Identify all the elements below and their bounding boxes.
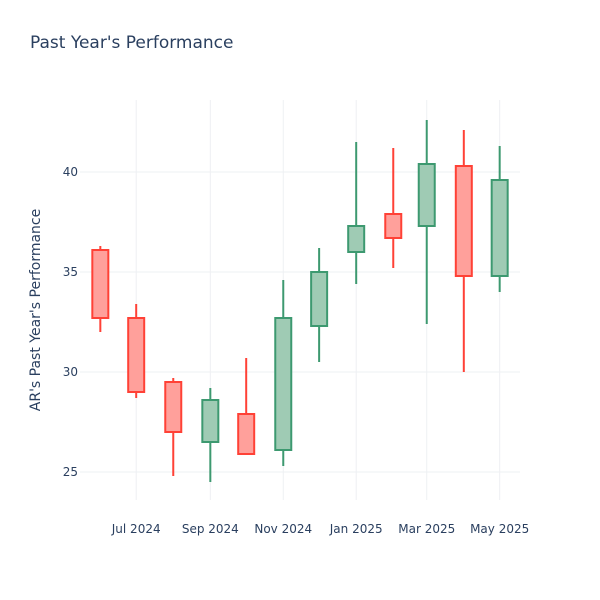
- y-tick-label: 40: [63, 165, 78, 179]
- y-axis-ticks: 25 30 35 40: [63, 165, 78, 479]
- candle-body: [91, 249, 110, 319]
- candle-body: [347, 225, 366, 253]
- candles: [91, 120, 509, 482]
- candle-body: [490, 179, 509, 277]
- x-tick-label: Sep 2024: [182, 522, 239, 536]
- y-tick-label: 25: [63, 465, 78, 479]
- x-axis-ticks: Jul 2024 Sep 2024 Nov 2024 Jan 2025 Mar 2025…: [111, 522, 529, 536]
- candle-increasing: [417, 120, 436, 324]
- x-tick-label: Jul 2024: [111, 522, 161, 536]
- candle-body: [201, 399, 220, 443]
- candle-decreasing: [91, 246, 110, 332]
- x-tick-label: Mar 2025: [398, 522, 455, 536]
- candle-decreasing: [454, 130, 473, 372]
- candle-body: [274, 317, 293, 451]
- y-tick-label: 35: [63, 265, 78, 279]
- x-tick-label: May 2025: [470, 522, 529, 536]
- y-tick-label: 30: [63, 365, 78, 379]
- candle-increasing: [201, 388, 220, 482]
- candle-decreasing: [384, 148, 403, 268]
- grid-lines: [80, 100, 520, 500]
- candle-decreasing: [127, 304, 146, 398]
- y-axis-title: AR's Past Year's Performance: [28, 209, 44, 411]
- candle-decreasing: [164, 378, 183, 476]
- chart-title: Past Year's Performance: [30, 33, 234, 53]
- candle-body: [237, 413, 256, 455]
- candle-increasing: [310, 248, 329, 362]
- candle-increasing: [347, 142, 366, 284]
- candle-body: [164, 381, 183, 433]
- candle-increasing: [490, 146, 509, 292]
- x-tick-label: Jan 2025: [329, 522, 383, 536]
- candle-body: [417, 163, 436, 227]
- candle-body: [384, 213, 403, 239]
- candle-decreasing: [237, 358, 256, 455]
- candle-body: [310, 271, 329, 327]
- candle-increasing: [274, 280, 293, 466]
- candle-body: [454, 165, 473, 277]
- x-tick-label: Nov 2024: [254, 522, 312, 536]
- candle-body: [127, 317, 146, 393]
